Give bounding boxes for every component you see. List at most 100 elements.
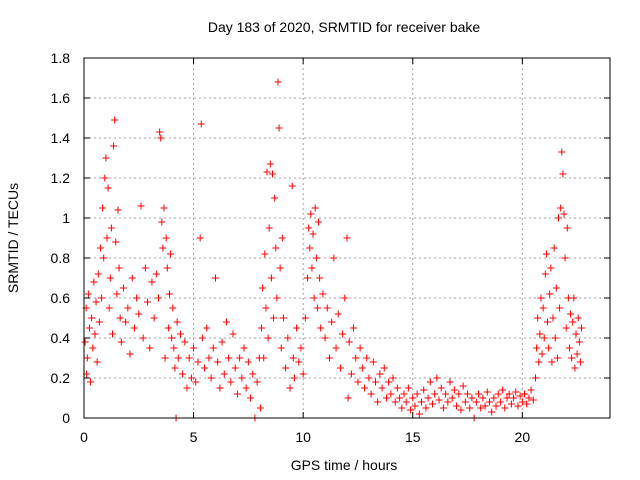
- data-point: [389, 374, 397, 382]
- data-point: [141, 264, 149, 272]
- data-point: [396, 394, 404, 402]
- data-point: [446, 378, 454, 386]
- data-point: [130, 324, 138, 332]
- data-point: [83, 354, 91, 362]
- data-point: [167, 250, 175, 258]
- data-point: [437, 384, 445, 392]
- data-point: [492, 402, 500, 410]
- data-point: [393, 384, 401, 392]
- data-point: [365, 374, 373, 382]
- data-point: [229, 330, 237, 338]
- data-point: [483, 388, 491, 396]
- data-point: [158, 218, 166, 226]
- data-point: [529, 396, 537, 404]
- y-axis-label: SRMTID / TECUs: [5, 183, 21, 293]
- y-tick-label: 0.6: [51, 290, 71, 306]
- data-point: [190, 344, 198, 352]
- data-point: [198, 334, 206, 342]
- data-point: [439, 404, 447, 412]
- data-point: [552, 284, 560, 292]
- data-point: [282, 364, 290, 372]
- data-point: [152, 270, 160, 278]
- data-point: [533, 344, 541, 352]
- data-point: [550, 244, 558, 252]
- data-point: [380, 364, 388, 372]
- data-point: [400, 390, 408, 398]
- data-point: [150, 314, 158, 322]
- data-point: [290, 374, 298, 382]
- data-point: [507, 400, 515, 408]
- data-point: [563, 224, 571, 232]
- data-point: [137, 202, 145, 210]
- data-point: [464, 390, 472, 398]
- data-point: [173, 318, 181, 326]
- data-point: [196, 234, 204, 242]
- data-point: [385, 378, 393, 386]
- data-point: [105, 304, 113, 312]
- data-point: [122, 318, 130, 326]
- x-tick-label: 0: [80, 429, 88, 445]
- y-tick-label: 1: [62, 210, 70, 226]
- data-point: [330, 254, 338, 262]
- data-point: [139, 334, 147, 342]
- data-point: [94, 270, 102, 278]
- data-point: [218, 338, 226, 346]
- data-point: [227, 378, 235, 386]
- data-point: [273, 294, 281, 302]
- data-point: [521, 390, 529, 398]
- data-point: [253, 378, 261, 386]
- data-point: [544, 318, 552, 326]
- y-tick-label: 0.4: [51, 330, 71, 346]
- data-point: [496, 398, 504, 406]
- data-point: [197, 120, 205, 128]
- data-point: [374, 398, 382, 406]
- data-point: [570, 294, 578, 302]
- data-point: [286, 384, 294, 392]
- y-tick-label: 0.2: [51, 370, 71, 386]
- data-point: [168, 334, 176, 342]
- data-point: [356, 344, 364, 352]
- data-point: [325, 354, 333, 362]
- data-point: [501, 404, 509, 412]
- data-point: [176, 330, 184, 338]
- data-point: [277, 344, 285, 352]
- data-point: [231, 364, 239, 372]
- data-point: [183, 384, 191, 392]
- data-point: [488, 408, 496, 416]
- x-tick-label: 10: [295, 429, 311, 445]
- data-point: [541, 270, 549, 278]
- data-point: [242, 384, 250, 392]
- data-point: [317, 324, 325, 332]
- data-point: [323, 304, 331, 312]
- data-point: [535, 358, 543, 366]
- data-point: [156, 128, 164, 136]
- data-point: [174, 354, 182, 362]
- data-point: [344, 394, 352, 402]
- data-point: [301, 314, 309, 322]
- y-tick-label: 0.8: [51, 250, 71, 266]
- data-point: [309, 230, 317, 238]
- data-point: [527, 386, 535, 394]
- data-point: [572, 330, 580, 338]
- data-point: [278, 234, 286, 242]
- data-point: [308, 264, 316, 272]
- data-point: [313, 304, 321, 312]
- data-point: [468, 394, 476, 402]
- data-point: [516, 392, 524, 400]
- x-axis-label: GPS time / hours: [291, 457, 398, 473]
- data-point: [270, 314, 278, 322]
- data-point: [575, 338, 583, 346]
- data-point: [523, 400, 531, 408]
- data-point: [261, 250, 269, 258]
- data-point: [404, 384, 412, 392]
- data-point: [378, 384, 386, 392]
- data-point: [578, 324, 586, 332]
- data-point: [510, 394, 518, 402]
- data-point: [236, 354, 244, 362]
- data-point: [95, 318, 103, 326]
- data-point: [435, 396, 443, 404]
- data-point: [209, 344, 217, 352]
- data-point: [85, 324, 93, 332]
- data-point: [545, 344, 553, 352]
